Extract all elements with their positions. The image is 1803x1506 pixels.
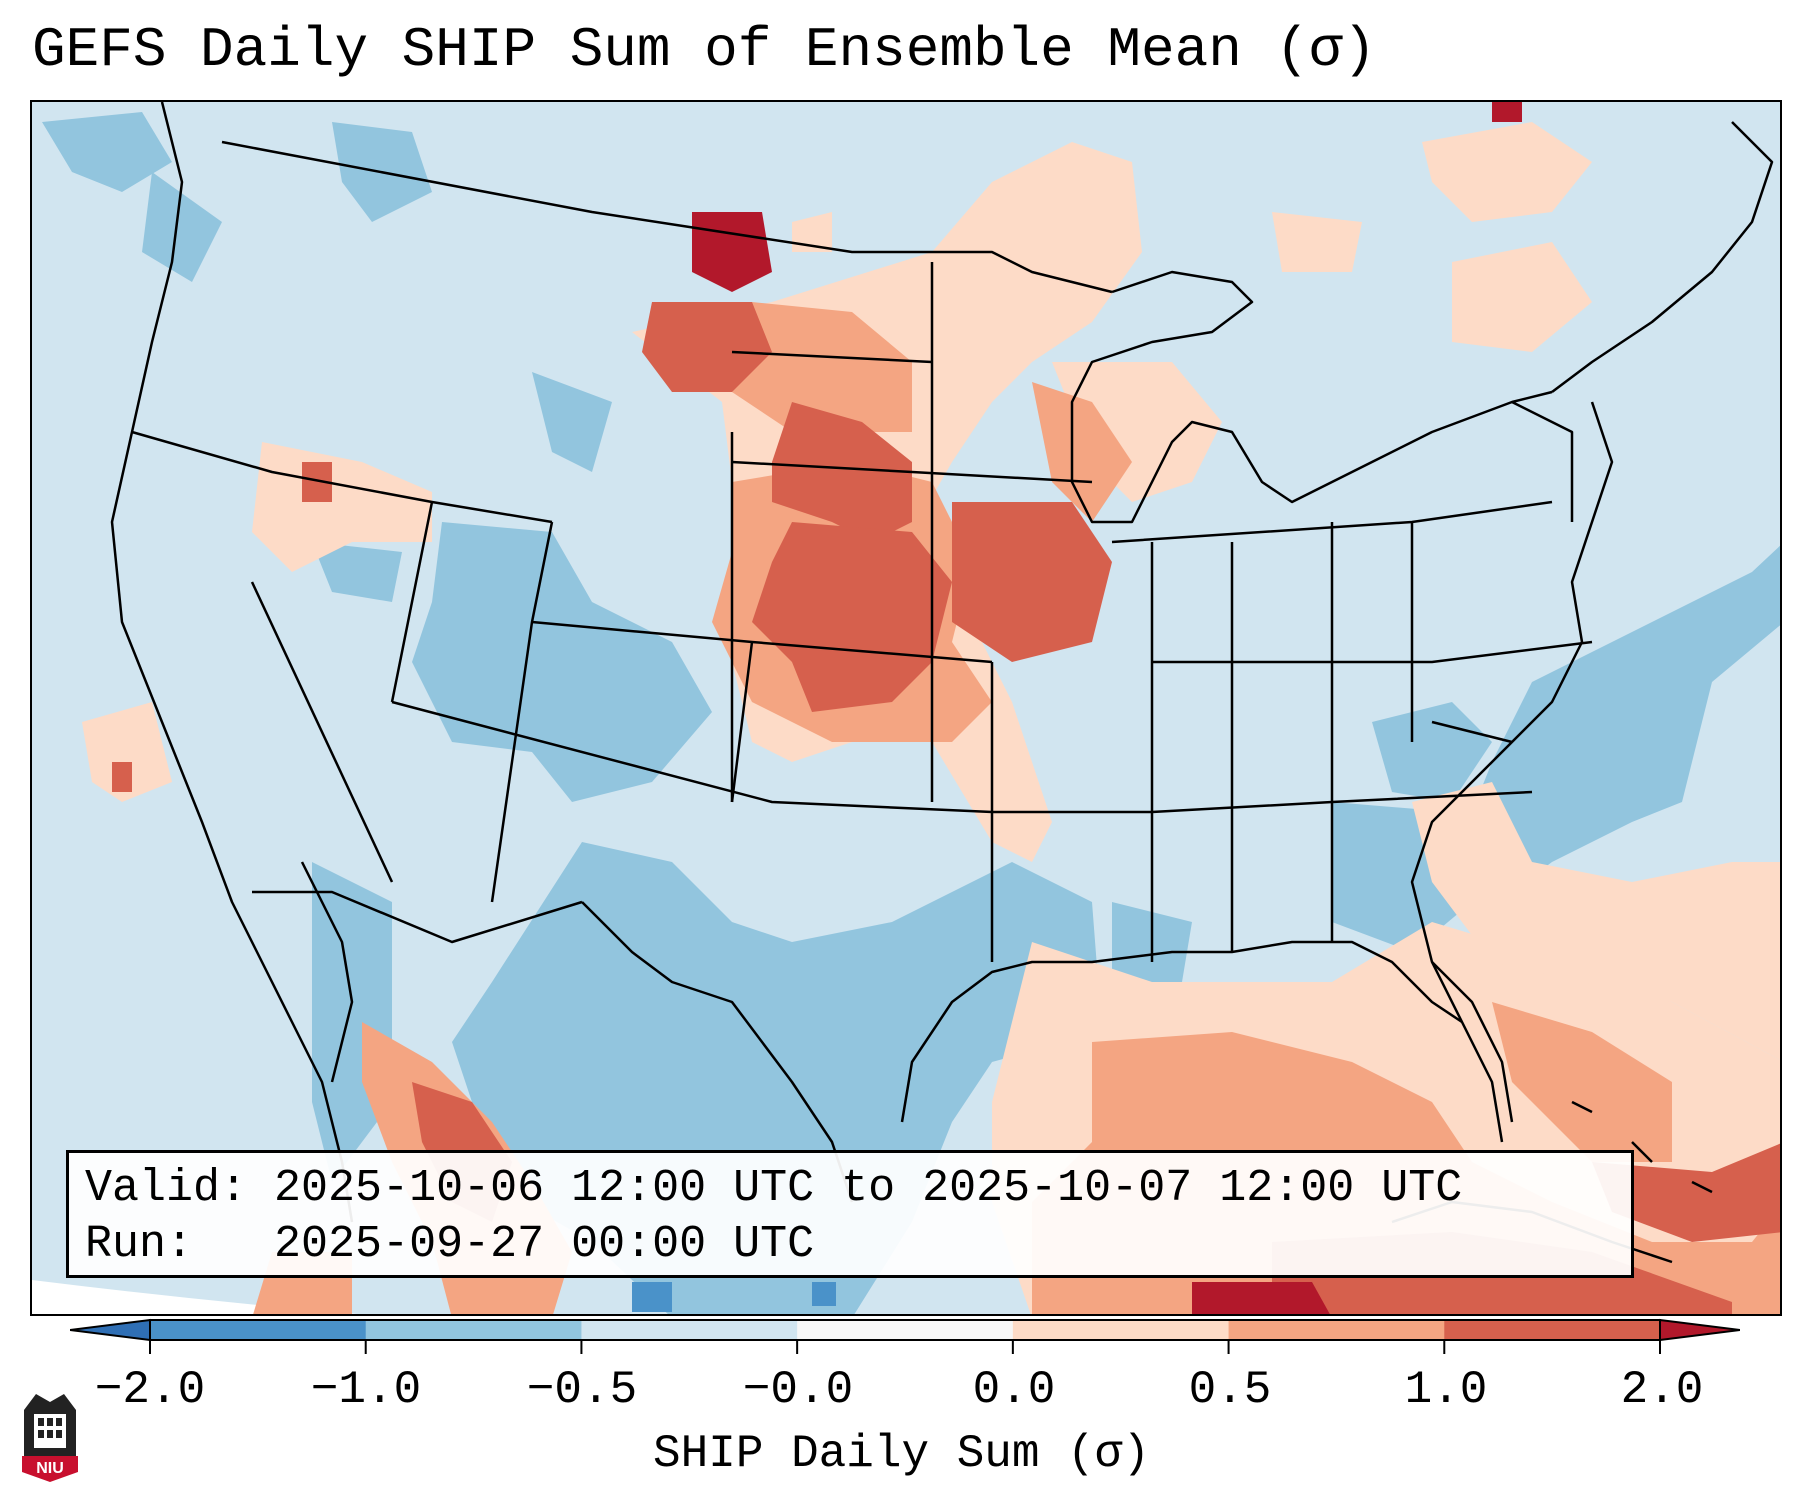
colorbar (70, 1318, 1740, 1354)
colorbar-tick-label: −0.5 (526, 1364, 638, 1416)
valid-value: 2025-10-06 12:00 UTC to 2025-10-07 12:00… (274, 1163, 1463, 1214)
colorbar-tick-label: 0.0 (972, 1364, 1056, 1416)
colorbar-tick-label: 2.0 (1620, 1364, 1704, 1416)
colorbar-tick-label: −1.0 (310, 1364, 422, 1416)
colorbar-tick-label: −2.0 (94, 1364, 206, 1416)
run-label: Run: (85, 1219, 194, 1270)
colorbar-tick-label: −0.0 (742, 1364, 854, 1416)
run-value: 2025-09-27 00:00 UTC (274, 1219, 815, 1270)
extreme-above-normal-spots (692, 102, 1522, 1314)
niu-logo-text: NIU (36, 1460, 64, 1477)
niu-logo: NIU (22, 1394, 78, 1482)
colorbar-label: SHIP Daily Sum (σ) (653, 1428, 1150, 1480)
colorbar-bin (581, 1320, 798, 1340)
colorbar-ticks (149, 1340, 1661, 1354)
strong-below-normal-spots (632, 1282, 836, 1312)
colorbar-bin (365, 1320, 582, 1340)
colorbar-extension-high (1659, 1318, 1740, 1342)
colorbar-tick-label: 0.5 (1188, 1364, 1272, 1416)
colorbar-bin (797, 1320, 1014, 1340)
colorbar-extension-low (70, 1318, 151, 1342)
anomaly-map (32, 102, 1780, 1314)
valid-label: Valid: (85, 1163, 248, 1214)
colorbar-tick-label: 1.0 (1404, 1364, 1488, 1416)
valid-run-info-box: Valid: 2025-10-06 12:00 UTC to 2025-10-0… (66, 1150, 1634, 1278)
colorbar-bin (1012, 1320, 1230, 1340)
colorbar-bin (150, 1320, 367, 1340)
colorbar-bin (1444, 1320, 1661, 1340)
colorbar-outline (149, 1319, 1661, 1341)
colorbar-bin (1228, 1320, 1445, 1340)
map-title: GEFS Daily SHIP Sum of Ensemble Mean (σ) (32, 18, 1377, 82)
colorbar-bins (70, 1318, 1740, 1342)
map-panel (30, 100, 1782, 1316)
boundary-lines (110, 102, 1774, 1264)
